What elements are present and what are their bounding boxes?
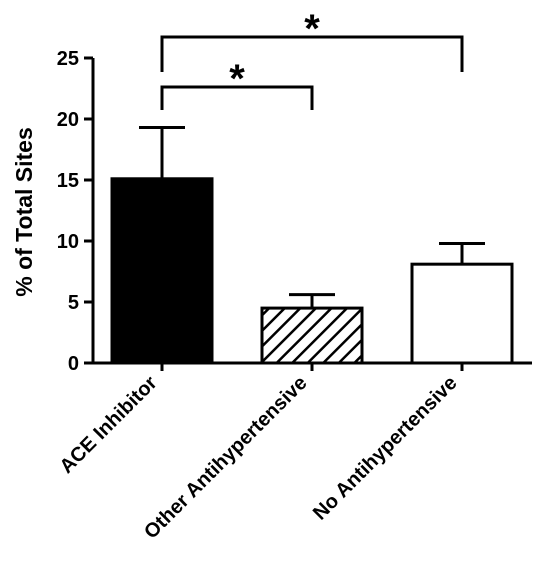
- y-axis-ticks: 0 5 10 15 20 25: [57, 48, 93, 375]
- significance-brackets: **: [160, 7, 464, 110]
- bars-group: [110, 126, 514, 371]
- x-category-label: Other Antihypertensive: [140, 372, 311, 543]
- bar-no-antihypertensive: [410, 262, 514, 365]
- significance-star: *: [304, 7, 320, 51]
- y-tick-label: 5: [68, 292, 79, 314]
- y-tick-label: 20: [57, 109, 79, 131]
- y-tick-label: 10: [57, 231, 79, 253]
- bar-ace-inhibitor: [110, 177, 214, 365]
- bar-other-antihypertensive: [260, 306, 364, 365]
- x-category-label: No Antihypertensive: [309, 372, 462, 525]
- significance-star: *: [229, 57, 245, 101]
- y-axis-title: % of Total Sites: [11, 127, 37, 297]
- y-tick-label: 15: [57, 170, 79, 192]
- y-tick-label: 25: [57, 48, 79, 70]
- x-category-label: ACE Inhibitor: [56, 372, 162, 478]
- y-tick-label: 0: [68, 353, 79, 375]
